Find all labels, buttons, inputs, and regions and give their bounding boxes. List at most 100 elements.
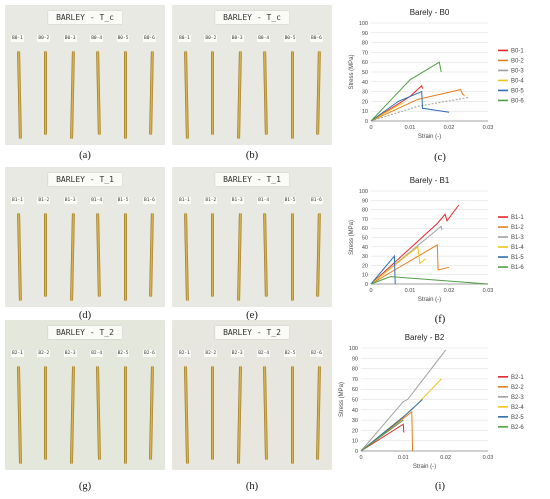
specimen-label: B1-6 (143, 197, 156, 204)
y-tick-label: 40 (362, 80, 368, 86)
legend-label: B1-5 (511, 255, 524, 261)
y-tick-label: 50 (362, 70, 368, 76)
x-tick-label: 0.01 (405, 125, 416, 131)
y-tick-label: 50 (352, 398, 358, 404)
specimen-label: B0-3 (230, 35, 244, 42)
specimen-straw (263, 212, 269, 298)
specimen-label: B0-6 (310, 35, 323, 42)
specimen-straw (16, 365, 23, 465)
specimen-straw (69, 212, 75, 302)
series-line-b0-2 (370, 89, 465, 122)
caption-g: (g) (78, 481, 92, 492)
y-tick-label: 50 (362, 236, 368, 242)
series-line-b1-5 (370, 254, 396, 285)
specimen-straw (316, 50, 321, 136)
specimen-label: B2-5 (116, 350, 130, 357)
specimen-label: B0-4 (257, 35, 271, 42)
y-axis-label: Stress (MPa) (339, 382, 345, 417)
y-tick-label: 30 (352, 418, 358, 424)
specimen-label: B1-2 (204, 197, 218, 204)
legend-label: B1-3 (511, 235, 524, 241)
specimen-label: B2-6 (310, 350, 323, 357)
caption-f: (f) (434, 314, 446, 325)
chart-b1: Barely - B1 0 10 20 30 40 50 60 70 80 90 100 0 0.01 0.… (345, 173, 550, 308)
x-tick-label: 0 (369, 125, 372, 131)
specimen-straw (236, 212, 242, 302)
series-line-b2-5 (360, 399, 423, 452)
y-axis-label: Stress (MPa) (349, 220, 355, 255)
specimen-label: B1-5 (116, 197, 130, 204)
y-tick-label: 80 (362, 208, 368, 214)
y-tick-label: 10 (362, 273, 368, 279)
photo-panel-g: BARLEY - T_2 B2-1 B2-2 B2-3 B2-4 B2-5 B2-6 (5, 320, 165, 470)
y-tick-label: 100 (349, 346, 358, 352)
y-tick-label: 20 (362, 263, 368, 269)
legend-label: B2-6 (511, 425, 524, 431)
specimen-label: B0-5 (283, 35, 297, 42)
y-tick-label: 80 (362, 41, 368, 47)
chart-b2: Barely - B2 0 10 20 30 40 50 60 70 80 90 100 0 0.01 0.… (335, 330, 550, 475)
chart-svg: Barely - B1 0 10 20 30 40 50 60 70 80 90 100 0 0.01 0.… (349, 176, 524, 303)
legend-label: B1-1 (511, 215, 524, 221)
specimen-straw (123, 51, 127, 139)
specimen-label: B2-4 (90, 350, 104, 357)
x-tick-label: 0 (359, 455, 362, 461)
y-tick-label: 70 (352, 377, 358, 383)
x-axis-label: Strain (-) (418, 134, 441, 140)
specimen-straw (149, 212, 154, 298)
series-line-b1-6 (370, 276, 489, 285)
y-tick-label: 100 (359, 21, 368, 27)
chart-b0: Barely - B0 0 10 20 30 40 50 60 70 80 90 100 0 0.01 0.… (345, 5, 550, 145)
y-tick-label: 60 (352, 387, 358, 393)
specimen-label: B2-3 (230, 350, 244, 357)
specimen-label: B0-5 (116, 35, 130, 42)
series-line-b2-3 (360, 349, 447, 452)
y-tick-label: 80 (352, 367, 358, 373)
specimen-label: B2-5 (283, 350, 297, 357)
x-tick-label: 0.02 (444, 125, 455, 131)
series-line-b2-6 (360, 419, 404, 452)
caption-a: (a) (79, 150, 91, 161)
specimen-straw (211, 51, 215, 135)
specimen-straw (69, 50, 75, 140)
series-line-b0-3 (370, 97, 469, 122)
legend-label: B0-2 (511, 58, 524, 64)
x-tick-label: 0.02 (440, 455, 451, 461)
y-tick-label: 60 (362, 60, 368, 66)
specimen-straw (96, 212, 102, 298)
y-tick-label: 40 (352, 408, 358, 414)
specimen-label: B0-3 (63, 35, 77, 42)
y-axis-label: Stress (MPa) (349, 54, 355, 89)
x-tick-label: 0.02 (444, 288, 455, 294)
specimen-straw (149, 50, 154, 136)
legend-label: B2-2 (511, 385, 524, 391)
specimen-label: B0-4 (90, 35, 104, 42)
x-axis-label: Strain (-) (413, 464, 436, 470)
specimen-straw (123, 366, 127, 464)
specimen-straw (44, 366, 48, 460)
specimen-straw (44, 213, 48, 297)
specimen-label: B1-4 (90, 197, 104, 204)
specimen-straw (211, 213, 215, 297)
photo-panel-e: BARLEY - T_1 B1-1 B1-2 B1-3 B1-4 B1-5 B1-6 (172, 167, 332, 307)
legend-label: B2-5 (511, 415, 524, 421)
specimen-label: B2-3 (63, 350, 77, 357)
specimen-label: B1-1 (178, 197, 191, 204)
specimen-straw (96, 50, 102, 136)
series-line-b2-1 (360, 423, 405, 452)
y-tick-label: 70 (362, 50, 368, 56)
specimen-label: B1-5 (283, 197, 297, 204)
specimen-label: B1-1 (11, 197, 24, 204)
x-tick-label: 0.01 (398, 455, 409, 461)
y-tick-label: 10 (362, 109, 368, 115)
photo-tag: BARLEY - T_1 (215, 173, 289, 186)
photo-panel-d: BARLEY - T_1 B1-1 B1-2 B1-3 B1-4 B1-5 B1-6 (5, 167, 165, 307)
specimen-straw (123, 213, 127, 301)
series-line-b1-3 (370, 225, 443, 285)
y-tick-label: 20 (352, 428, 358, 434)
photo-tag: BARLEY - T_1 (48, 173, 122, 186)
specimen-straw (236, 365, 242, 465)
caption-c: (c) (434, 152, 446, 163)
x-tick-label: 0.03 (483, 125, 494, 131)
x-tick-label: 0.01 (405, 288, 416, 294)
